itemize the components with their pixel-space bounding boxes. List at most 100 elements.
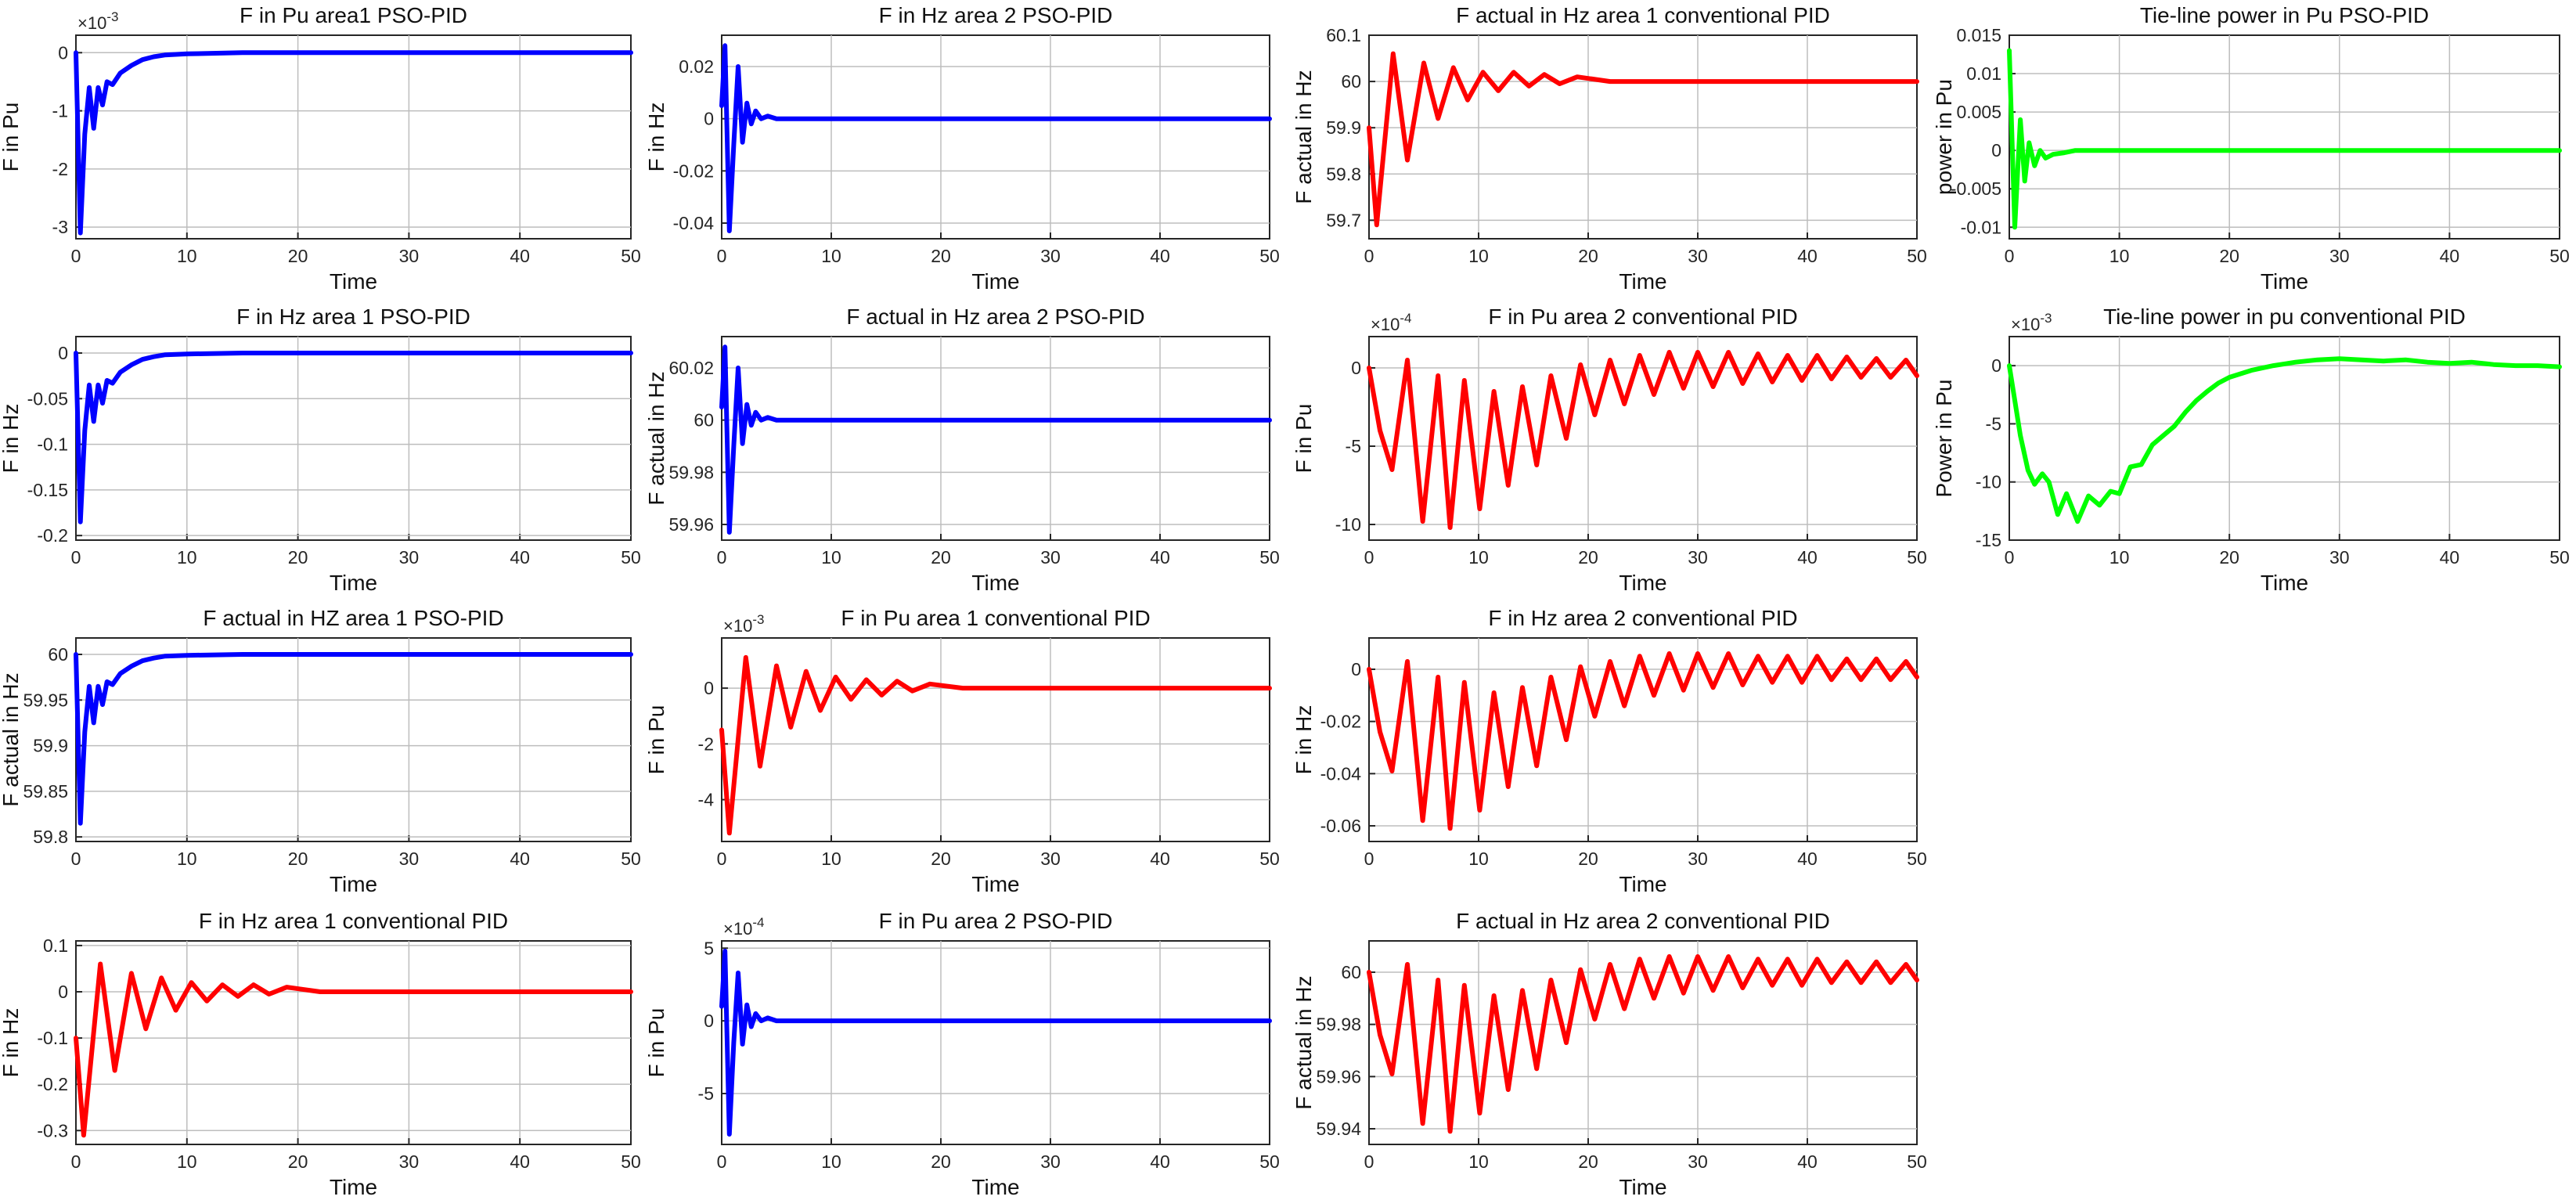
chart-p7-xtick-1: 10: [1468, 547, 1489, 568]
chart-p9-xlabel: Time: [330, 872, 377, 896]
chart-p7-ytick-1: -5: [1346, 436, 1361, 456]
chart-p1-xtick-4: 40: [510, 246, 530, 266]
chart-p11-xtick-0: 0: [1364, 849, 1374, 869]
chart-p9-xtick-4: 40: [510, 849, 530, 869]
chart-p10-xlabel: Time: [971, 872, 1019, 896]
chart-p7-series-0: [1367, 350, 1919, 530]
chart-p2-xtick-2: 20: [931, 246, 951, 266]
chart-p2-xtick-4: 40: [1150, 246, 1170, 266]
chart-p3-axes: [1368, 34, 1918, 240]
chart-p4-ytick-2: 0: [1991, 140, 2001, 160]
chart-p14-series-0: [1367, 954, 1919, 1134]
chart-p4-xtick-0: 0: [2005, 246, 2015, 266]
chart-p10-xtick-3: 30: [1040, 849, 1061, 869]
chart-p8-exponent: ×10-3: [2011, 311, 2052, 334]
chart-p13-xtick-4: 40: [1150, 1151, 1170, 1172]
chart-p3-xtick-3: 30: [1688, 246, 1708, 266]
chart-p5-xtick-1: 10: [177, 547, 197, 568]
chart-p14-xtick-0: 0: [1364, 1151, 1374, 1172]
chart-p9-ytick-0: 59.8: [33, 827, 68, 847]
chart-p4-ylabel: power in Pu: [1932, 79, 1956, 195]
chart-p12-xtick-5: 50: [621, 1151, 641, 1172]
chart-p12-ytick-2: -0.1: [37, 1028, 68, 1048]
chart-p1-xtick-0: 0: [71, 246, 81, 266]
chart-p4-series-0: [2007, 48, 2562, 230]
chart-p9-xtick-0: 0: [71, 849, 81, 869]
chart-p4-ytick-0: -0.01: [1961, 217, 2001, 237]
chart-p5-xtick-2: 20: [288, 547, 308, 568]
chart-p1-ytick-0: -3: [52, 217, 68, 237]
chart-p6-ytick-0: 59.96: [668, 514, 714, 535]
chart-p9-ytick-3: 59.95: [23, 690, 68, 710]
chart-p5-xtick-0: 0: [71, 547, 81, 568]
chart-p13-xtick-3: 30: [1040, 1151, 1061, 1172]
chart-p10-exponent: ×10-3: [723, 612, 764, 636]
chart-p14-ytick-1: 59.96: [1316, 1066, 1361, 1086]
chart-p10-xtick-1: 10: [821, 849, 841, 869]
chart-p9-ytick-1: 59.85: [23, 781, 68, 802]
chart-p6-xtick-3: 30: [1040, 547, 1061, 568]
chart-p10-ylabel: F in Pu: [644, 705, 668, 775]
chart-p11-ytick-0: -0.06: [1320, 816, 1361, 836]
chart-p13: 0 10 20 30 40 50 -5 0 5 ×10-4 F in Pu area 2 PSO-P…: [644, 909, 1280, 1199]
chart-p13-title: F in Pu area 2 PSO-PID: [879, 909, 1113, 933]
chart-p3-title: F actual in Hz area 1 conventional PID: [1456, 3, 1830, 27]
chart-p4-ytick-1: -0.005: [1951, 178, 2001, 199]
chart-p8: 0 10 20 30 40 50 -15 -10 -5 0 ×10-3 Tie-line power …: [1932, 305, 2570, 595]
chart-p7-title: F in Pu area 2 conventional PID: [1488, 305, 1797, 329]
chart-p10-xtick-5: 50: [1259, 849, 1280, 869]
chart-p8-ylabel: Power in Pu: [1932, 380, 1956, 498]
chart-p2-axes: [721, 34, 1270, 240]
chart-p10: 0 10 20 30 40 50 -4 -2 0 ×10-3 F in Pu area 1 conv…: [644, 606, 1280, 896]
chart-p8-ytick-1: -10: [1976, 472, 2001, 492]
chart-p13-axes: [721, 940, 1270, 1145]
chart-p9-xtick-1: 10: [177, 849, 197, 869]
chart-p7-xtick-0: 0: [1364, 547, 1374, 568]
chart-p10-ytick-0: -4: [698, 790, 715, 810]
chart-p7-ytick-2: 0: [1351, 358, 1361, 378]
chart-p1-xtick-2: 20: [288, 246, 308, 266]
chart-p4-xtick-5: 50: [2549, 246, 2570, 266]
chart-p2-xtick-0: 0: [717, 246, 727, 266]
chart-p1-ylabel: F in Pu: [0, 103, 23, 172]
chart-p14-xtick-1: 10: [1468, 1151, 1489, 1172]
chart-p14-xtick-3: 30: [1688, 1151, 1708, 1172]
chart-p6-xtick-4: 40: [1150, 547, 1170, 568]
chart-p3-series-0: [1367, 51, 1919, 228]
chart-p3-ytick-4: 60.1: [1326, 25, 1361, 45]
chart-p12: 0 10 20 30 40 50 -0.3 -0.2 -0.1 0 0.1 F in Hz area …: [0, 909, 641, 1199]
chart-p9-title: F actual in HZ area 1 PSO-PID: [203, 606, 503, 630]
chart-p6-title: F actual in Hz area 2 PSO-PID: [846, 305, 1144, 329]
chart-p5-ytick-2: -0.1: [37, 434, 68, 455]
chart-p3: 0 10 20 30 40 50 59.7 59.8 59.9 60 60.1 F actual in…: [1292, 3, 1927, 294]
chart-p9-xtick-3: 30: [399, 849, 420, 869]
chart-p2-ytick-0: -0.04: [673, 213, 715, 233]
chart-p7-xtick-3: 30: [1688, 547, 1708, 568]
chart-p4-title: Tie-line power in Pu PSO-PID: [2140, 3, 2429, 27]
chart-p12-ytick-0: -0.3: [37, 1120, 68, 1141]
chart-p2-ylabel: F in Hz: [644, 103, 668, 172]
chart-p2-xtick-5: 50: [1259, 246, 1280, 266]
chart-p1-xtick-5: 50: [621, 246, 641, 266]
chart-p14: 0 10 20 30 40 50 59.94 59.96 59.98 60 F actual in …: [1292, 909, 1927, 1199]
chart-p9-series-0: [74, 652, 633, 826]
chart-p14-title: F actual in Hz area 2 conventional PID: [1456, 909, 1830, 933]
chart-p11-xtick-5: 50: [1907, 849, 1927, 869]
chart-p12-xtick-2: 20: [288, 1151, 308, 1172]
chart-p2-series-0: [719, 43, 1272, 233]
chart-p3-xtick-2: 20: [1578, 246, 1598, 266]
chart-p14-ylabel: F actual in Hz: [1292, 975, 1316, 1109]
chart-p6-xtick-1: 10: [821, 547, 841, 568]
chart-p10-ytick-1: -2: [698, 733, 714, 754]
chart-p3-ytick-2: 59.9: [1326, 117, 1361, 138]
chart-p5-xtick-4: 40: [510, 547, 530, 568]
chart-p5: 0 10 20 30 40 50 -0.2 -0.15 -0.1 -0.05 0 F in Hz ar…: [0, 305, 641, 595]
chart-p14-xtick-5: 50: [1907, 1151, 1927, 1172]
chart-p5-ytick-4: 0: [58, 343, 68, 363]
chart-p13-ytick-1: 0: [704, 1011, 714, 1031]
chart-p13-ytick-2: 5: [704, 938, 714, 958]
chart-p2-xtick-1: 10: [821, 246, 841, 266]
chart-p12-xlabel: Time: [330, 1175, 377, 1199]
chart-p7-xtick-5: 50: [1907, 547, 1927, 568]
